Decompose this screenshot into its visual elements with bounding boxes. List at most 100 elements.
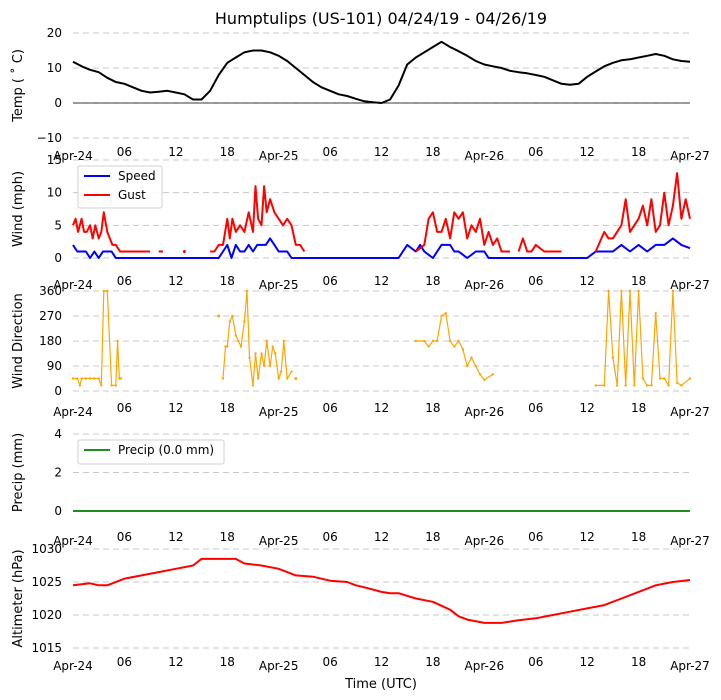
data-point: [239, 345, 243, 348]
data-point: [478, 373, 482, 376]
x-tick-label: Apr-26: [465, 149, 505, 163]
y-tick-label: 0: [54, 251, 62, 265]
data-point: [663, 377, 666, 380]
data-point: [444, 312, 447, 315]
y-axis-label: Wind (mph): [11, 171, 26, 247]
data-point: [611, 356, 615, 359]
y-axis-label: Altimeter (hPa): [11, 549, 26, 647]
data-point: [228, 320, 232, 323]
data-point: [431, 339, 435, 343]
data-point: [436, 339, 439, 343]
x-tick-label: 18: [220, 401, 235, 415]
data-point: [440, 314, 443, 318]
x-tick-label: 18: [220, 530, 235, 544]
x-tick-label: Apr-27: [670, 149, 710, 163]
x-tick-label: 18: [425, 401, 440, 415]
x-tick-label: Apr-24: [53, 659, 93, 673]
x-tick-label: 06: [322, 530, 337, 544]
y-tick-label: 90: [47, 359, 62, 373]
x-tick-label: 18: [631, 274, 646, 288]
y-tick-label: 15: [47, 153, 62, 167]
data-point: [607, 289, 610, 293]
y-tick-label: 4: [54, 427, 62, 441]
data-point: [116, 339, 119, 343]
data-point: [93, 377, 96, 380]
data-point: [100, 384, 103, 387]
data-point: [628, 289, 632, 293]
x-tick-label: 18: [220, 655, 235, 669]
data-point: [658, 377, 662, 380]
panel-2: 0 5 10 15 Wind (mph) Apr-24 06 12 18 Apr-25 06 12 18…: [11, 153, 710, 292]
data-point: [248, 356, 251, 359]
data-point: [234, 334, 238, 337]
x-tick-label: 06: [117, 145, 132, 159]
x-tick-label: 12: [374, 401, 389, 415]
data-point: [224, 345, 227, 348]
y-tick-label: 20: [47, 26, 62, 40]
x-tick-label: Apr-26: [465, 405, 505, 419]
y-tick-label: 0: [54, 504, 62, 518]
data-point: [427, 345, 430, 348]
data-point: [102, 289, 106, 293]
x-tick-label: 12: [580, 655, 595, 669]
legend-label: Precip (0.0 mm): [118, 443, 214, 457]
y-tick-label: 5: [54, 218, 62, 232]
x-tick-label: Apr-27: [670, 659, 710, 673]
data-point: [231, 314, 234, 318]
x-tick-label: Apr-26: [465, 534, 505, 548]
y-tick-label: 1015: [31, 641, 62, 655]
y-tick-label: 0: [54, 96, 62, 110]
x-tick-label: 12: [168, 655, 183, 669]
x-tick-label: Apr-27: [670, 534, 710, 548]
data-point: [84, 377, 88, 380]
data-point: [615, 384, 619, 387]
x-tick-label: 18: [220, 145, 235, 159]
y-tick-label: 270: [39, 309, 62, 323]
data-point: [114, 384, 118, 387]
y-tick-label: 1030: [31, 542, 62, 556]
data-point: [80, 377, 83, 380]
legend-label: Speed: [118, 169, 156, 183]
x-tick-label: 18: [425, 655, 440, 669]
x-tick-label: 12: [168, 145, 183, 159]
x-tick-label: Apr-25: [259, 149, 299, 163]
x-tick-label: 18: [425, 530, 440, 544]
x-tick-label: 06: [528, 530, 543, 544]
x-tick-label: 18: [631, 530, 646, 544]
data-point: [620, 289, 623, 293]
legend-box: [77, 439, 225, 465]
data-point: [119, 377, 123, 380]
y-tick-label: 1025: [31, 575, 62, 589]
x-tick-label: 12: [374, 655, 389, 669]
data-point: [457, 339, 460, 343]
data-point: [97, 377, 100, 380]
x-tick-label: Apr-24: [53, 534, 93, 548]
x-tick-label: 12: [580, 145, 595, 159]
x-tick-label: 06: [322, 145, 337, 159]
data-point: [641, 377, 645, 380]
legend: Speed Gust: [77, 165, 163, 209]
data-point: [461, 348, 465, 351]
x-tick-label: 18: [425, 274, 440, 288]
data-point: [603, 384, 606, 387]
x-tick-label: 12: [374, 145, 389, 159]
x-tick-label: Apr-26: [465, 659, 505, 673]
x-tick-label: 12: [168, 274, 183, 288]
data-point: [448, 339, 452, 343]
x-tick-label: Apr-25: [259, 534, 299, 548]
legend: Precip (0.0 mm): [77, 439, 225, 465]
data-point: [254, 352, 257, 355]
data-point: [71, 377, 75, 380]
data-point: [633, 384, 636, 387]
data-point: [465, 364, 469, 368]
x-tick-label: 18: [631, 655, 646, 669]
data-point: [286, 377, 289, 380]
x-tick-label: Apr-24: [53, 278, 93, 292]
x-tick-label: 12: [580, 274, 595, 288]
y-tick-label: 180: [39, 334, 62, 348]
data-point: [76, 377, 79, 380]
x-tick-label: Apr-24: [53, 405, 93, 419]
data-point: [274, 352, 277, 355]
x-tick-label: Apr-25: [259, 278, 299, 292]
